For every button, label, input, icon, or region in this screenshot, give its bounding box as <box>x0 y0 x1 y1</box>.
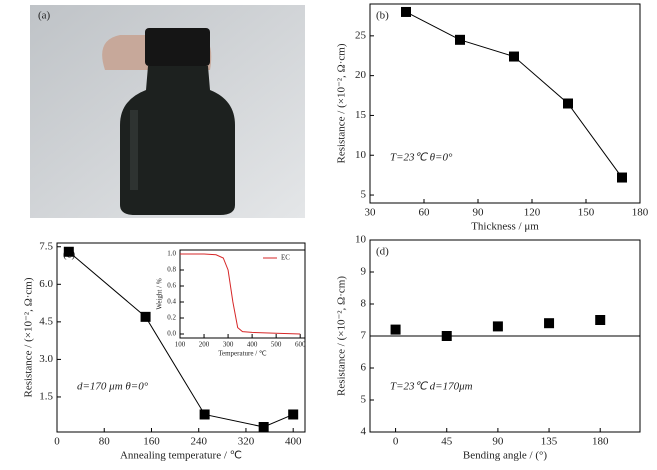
marker <box>288 409 299 420</box>
y-tick-label: 15 <box>355 109 367 121</box>
x-tick-label: 500 <box>271 341 282 349</box>
marker <box>595 315 606 325</box>
x-tick-label: 90 <box>492 436 504 448</box>
y-tick-label: 0.8 <box>167 266 176 274</box>
annotation: T=23℃ d=170μm <box>390 381 473 393</box>
legend-label: EC <box>281 254 290 262</box>
y-tick-label: 3.0 <box>39 353 53 365</box>
x-tick-label: 300 <box>223 341 234 349</box>
y-tick-label: 0.6 <box>167 282 176 290</box>
x-tick-label: 30 <box>365 207 377 219</box>
inset-background <box>180 250 305 338</box>
x-tick-label: 160 <box>143 436 160 448</box>
marker <box>140 311 151 322</box>
x-tick-label: 80 <box>99 436 111 448</box>
x-tick-label: 180 <box>632 207 649 219</box>
x-tick-label: 90 <box>473 207 485 219</box>
x-tick-label: 45 <box>441 436 453 448</box>
y-tick-label: 0.0 <box>167 330 176 338</box>
x-tick-label: 0 <box>393 436 399 448</box>
y-tick-label: 20 <box>355 69 367 81</box>
marker <box>563 98 573 109</box>
bottle-highlight <box>130 110 138 190</box>
marker <box>617 172 627 183</box>
y-tick-label: 10 <box>355 149 367 161</box>
marker <box>492 321 503 332</box>
marker <box>441 331 452 341</box>
y-tick-label: 5 <box>361 189 367 201</box>
x-tick-label: 120 <box>524 207 541 219</box>
y-tick-label: 0.2 <box>167 314 176 322</box>
y-tick-label: 4 <box>361 426 367 438</box>
y-tick-label: 7.5 <box>39 240 53 252</box>
y-tick-label: 9 <box>361 266 367 278</box>
y-tick-label: 6.0 <box>39 278 53 290</box>
x-axis-label: Temperature / ℃ <box>218 350 267 358</box>
y-axis-label: Weight / % <box>156 278 164 309</box>
y-tick-label: 8 <box>361 298 367 310</box>
y-tick-label: 1.5 <box>39 390 53 402</box>
y-axis-label: Resistance / (×10⁻², Ω·cm) <box>336 43 348 163</box>
x-tick-label: 200 <box>199 341 210 349</box>
x-tick-label: 240 <box>190 436 207 448</box>
y-tick-label: 10 <box>355 234 367 246</box>
y-axis-label: Resistance / (×10⁻², Ω·cm) <box>336 276 348 396</box>
y-tick-label: 25 <box>355 29 367 41</box>
marker <box>401 6 411 17</box>
x-tick-label: 400 <box>247 341 258 349</box>
y-tick-label: 6 <box>361 362 367 374</box>
y-tick-label: 7 <box>361 330 367 342</box>
x-tick-label: 150 <box>578 207 595 219</box>
plot-frame <box>369 3 641 204</box>
annotation: T=23℃ θ=0° <box>390 152 453 164</box>
x-tick-label: 0 <box>54 436 60 448</box>
plot-frame <box>179 249 306 339</box>
x-tick-label: 60 <box>419 207 431 219</box>
y-tick-label: 4.5 <box>39 315 53 327</box>
bottle <box>120 66 235 215</box>
marker <box>63 246 74 257</box>
marker <box>199 409 210 420</box>
x-tick-label: 400 <box>285 436 302 448</box>
marker <box>455 34 465 45</box>
x-tick-label: 600 <box>295 341 306 349</box>
bottle-cap <box>145 28 210 66</box>
y-tick-label: 0.4 <box>167 298 176 306</box>
marker <box>509 51 519 62</box>
x-tick-label: 100 <box>175 341 186 349</box>
x-axis-label: Bending angle / (°) <box>463 450 547 462</box>
x-tick-label: 135 <box>541 436 558 448</box>
data-line <box>180 253 301 335</box>
marker <box>390 324 401 335</box>
marker <box>544 318 555 329</box>
x-axis-label: Annealing temperature / ℃ <box>120 450 242 462</box>
x-axis-label: Thickness / μm <box>471 221 539 233</box>
x-tick-label: 180 <box>592 436 609 448</box>
y-axis-label: Resistance / (×10⁻², Ω·cm) <box>23 277 35 397</box>
y-tick-label: 1.0 <box>167 250 176 258</box>
panel-label: (a) <box>38 10 51 22</box>
marker <box>258 421 269 432</box>
panel-label: (b) <box>376 10 389 22</box>
panel-label: (d) <box>376 246 389 258</box>
x-tick-label: 320 <box>238 436 255 448</box>
y-tick-label: 5 <box>361 394 367 406</box>
photo: (a) <box>30 5 305 218</box>
annotation: d=170 μm θ=0° <box>77 381 149 393</box>
